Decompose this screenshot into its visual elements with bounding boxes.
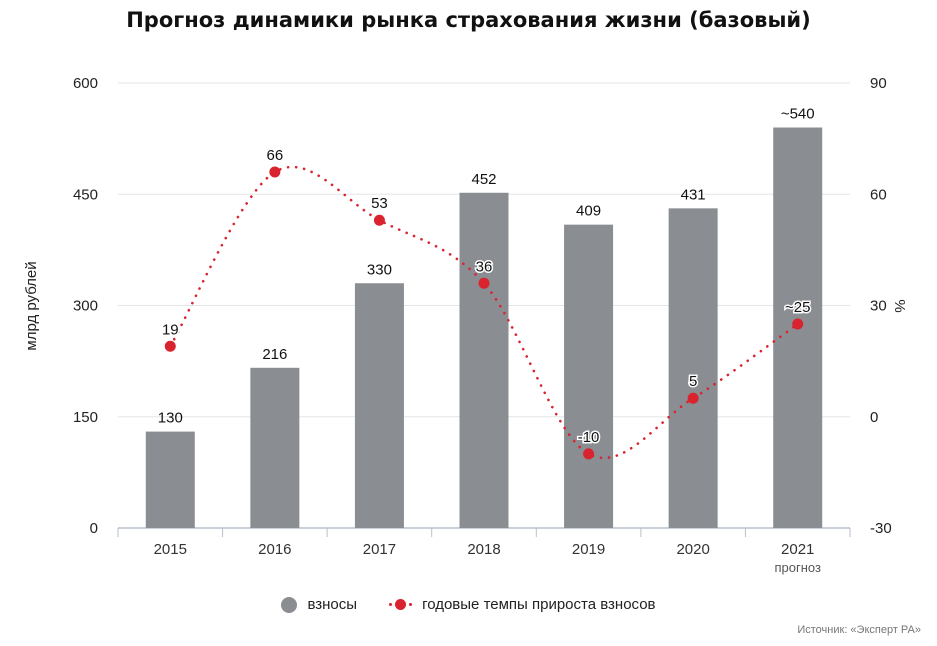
growth-value-label: 5 xyxy=(689,373,697,390)
x-tick-label: 2019 xyxy=(572,541,605,558)
y-left-axis-title: млрд рублей xyxy=(23,261,40,350)
bar-value-label: 409 xyxy=(576,203,601,220)
growth-value-label: ~25 xyxy=(785,299,810,316)
growth-point xyxy=(373,214,385,226)
growth-point xyxy=(269,166,281,178)
x-tick-label: 2015 xyxy=(154,541,187,558)
bar xyxy=(250,367,300,528)
growth-point xyxy=(792,318,804,330)
growth-point xyxy=(583,448,595,460)
legend-item-line: годовые темпы прироста взносов xyxy=(389,596,656,613)
x-tick-label: 2017 xyxy=(363,541,396,558)
chart-title: Прогноз динамики рынка страхования жизни… xyxy=(126,8,811,32)
bar xyxy=(668,208,718,528)
y-left-tick-label: 0 xyxy=(90,520,98,537)
growth-value-label: 53 xyxy=(371,195,388,212)
bar xyxy=(354,283,404,528)
bar-value-label: ~540 xyxy=(781,106,815,123)
bar-value-label: 216 xyxy=(262,346,287,363)
y-left-tick-label: 300 xyxy=(73,298,98,315)
x-tick-label: 2021 xyxy=(781,541,814,558)
y-right-tick-label: 0 xyxy=(870,409,878,426)
growth-value-label: 66 xyxy=(267,147,284,164)
growth-point xyxy=(687,392,699,404)
y-right-tick-label: 90 xyxy=(870,75,887,92)
legend-bar-swatch xyxy=(281,596,298,613)
x-tick-label: 2016 xyxy=(258,541,291,558)
bar xyxy=(145,431,195,528)
y-left-tick-label: 150 xyxy=(73,409,98,426)
legend-line-swatch xyxy=(389,599,413,610)
y-left-tick-label: 600 xyxy=(73,75,98,92)
bar-value-label: 130 xyxy=(158,410,183,427)
bar xyxy=(459,192,509,528)
legend-label-line: годовые темпы прироста взносов xyxy=(422,596,656,613)
bar-value-label: 330 xyxy=(367,261,392,278)
x-tick-sublabel: прогноз xyxy=(774,560,821,575)
growth-value-label: 19 xyxy=(162,321,179,338)
y-right-axis-title: % xyxy=(891,299,908,312)
y-left-tick-label: 450 xyxy=(73,186,98,203)
x-tick-label: 2018 xyxy=(467,541,500,558)
source-note: Источник: «Эксперт РА» xyxy=(797,624,921,636)
y-right-tick-label: -30 xyxy=(870,520,892,537)
legend: взносы годовые темпы прироста взносов xyxy=(0,596,937,613)
growth-value-label: -10 xyxy=(578,429,600,446)
growth-value-label: 36 xyxy=(476,258,493,275)
y-right-tick-label: 60 xyxy=(870,186,887,203)
legend-label-bars: взносы xyxy=(307,596,358,613)
legend-item-bars: взносы xyxy=(281,596,357,613)
bar xyxy=(564,224,614,529)
y-right-tick-label: 30 xyxy=(870,298,887,315)
bar-value-label: 452 xyxy=(471,171,496,188)
x-tick-label: 2020 xyxy=(676,541,709,558)
growth-point xyxy=(164,340,176,352)
bar-value-label: 431 xyxy=(681,186,706,203)
growth-point xyxy=(478,277,490,289)
